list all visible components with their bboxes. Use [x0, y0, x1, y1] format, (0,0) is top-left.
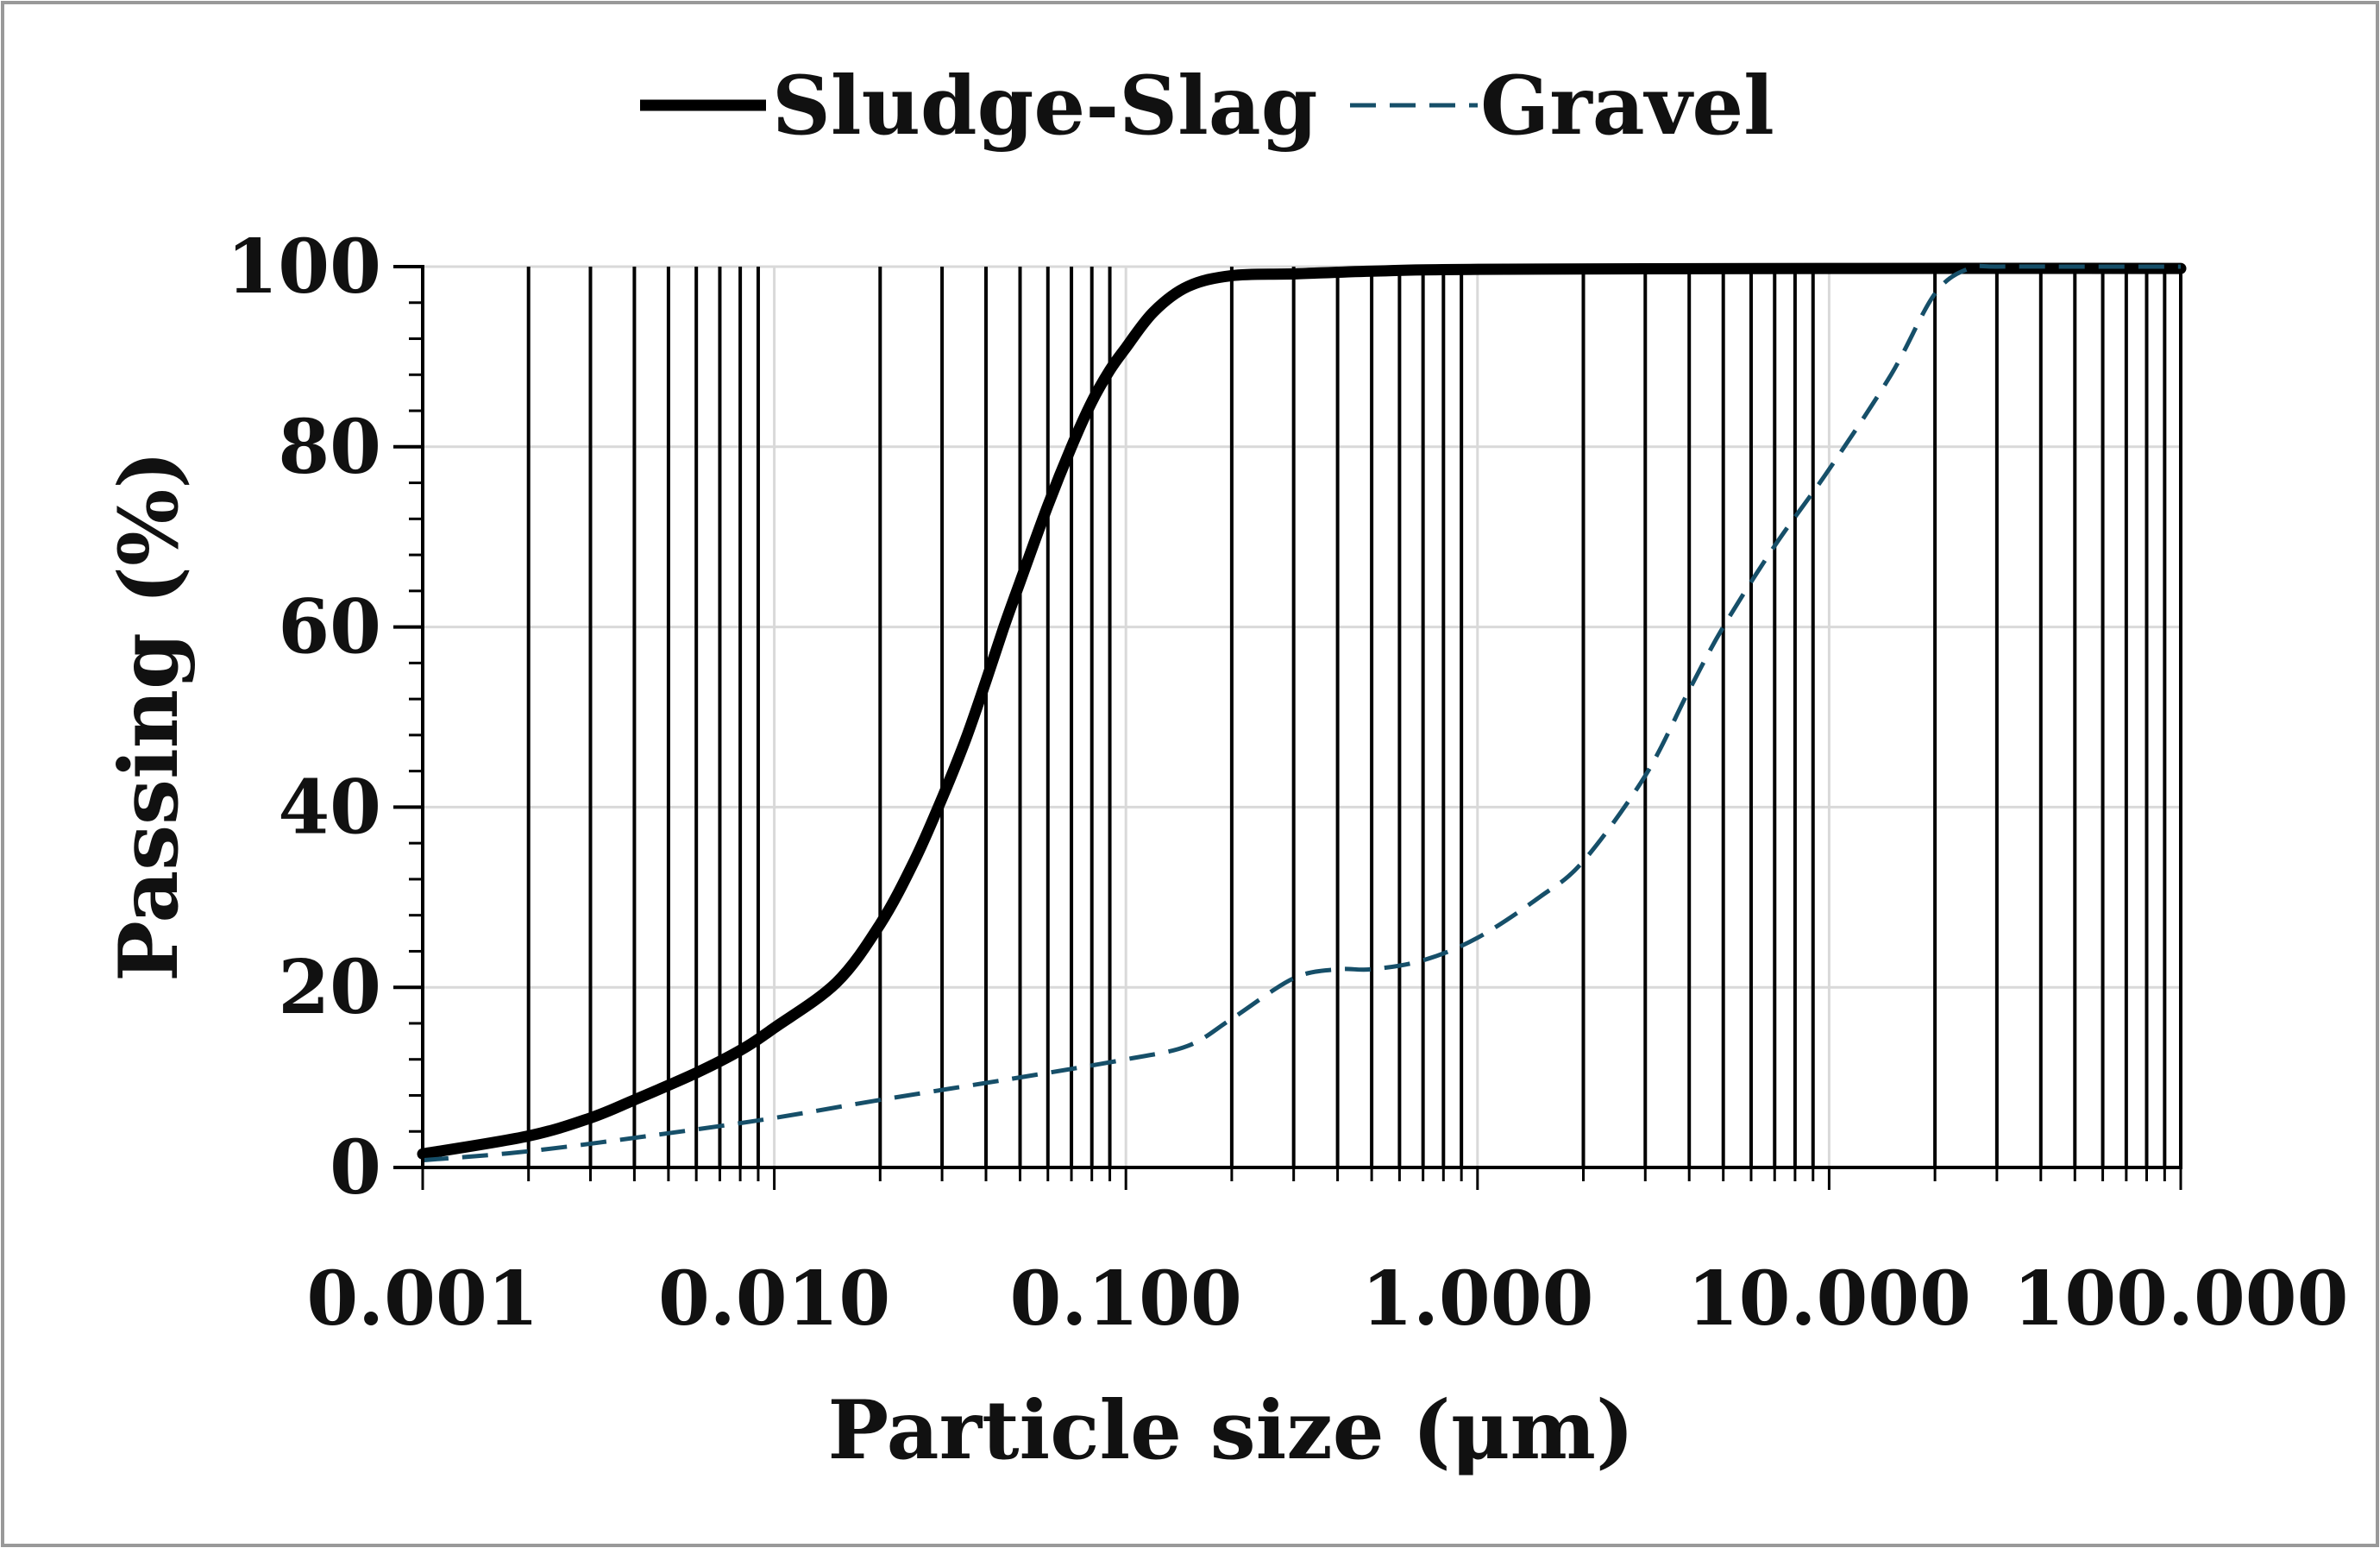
y-tick-label: 0: [330, 1124, 381, 1211]
x-tick-label: 0.001: [306, 1255, 538, 1343]
series-layer: [417, 262, 2187, 1163]
x-tick-label: 0.010: [658, 1255, 890, 1343]
y-axis-title: Passing (%): [102, 450, 197, 982]
series-line-gravel: [422, 263, 2181, 1163]
y-tick-label: 20: [278, 944, 381, 1031]
y-tick-label: 40: [278, 764, 381, 851]
y-tick-labels: 0 20 40 60 80 100: [226, 223, 381, 1211]
x-axis-title: Particle size (μm): [828, 1383, 1635, 1478]
axes: [393, 265, 2182, 1190]
series-line-sludge-slag: [417, 262, 2187, 1160]
y-tick-label: 100: [226, 223, 381, 311]
x-tick-labels: 0.001 0.010 0.100 1.000 10.000 100.000: [306, 1255, 2348, 1343]
log-vertical-lines: [526, 267, 2182, 1167]
y-tick-label: 80: [278, 404, 381, 491]
legend-label-gravel: Gravel: [1480, 59, 1774, 154]
x-tick-label: 10.000: [1687, 1255, 1971, 1343]
x-tick-label: 1.000: [1361, 1255, 1593, 1343]
x-tick-label: 100.000: [2013, 1255, 2349, 1343]
x-tick-label: 0.100: [1010, 1255, 1242, 1343]
legend: Sludge-Slag Gravel: [640, 59, 1774, 154]
legend-label-sludge-slag: Sludge-Slag: [772, 59, 1317, 154]
y-tick-label: 60: [278, 584, 381, 671]
